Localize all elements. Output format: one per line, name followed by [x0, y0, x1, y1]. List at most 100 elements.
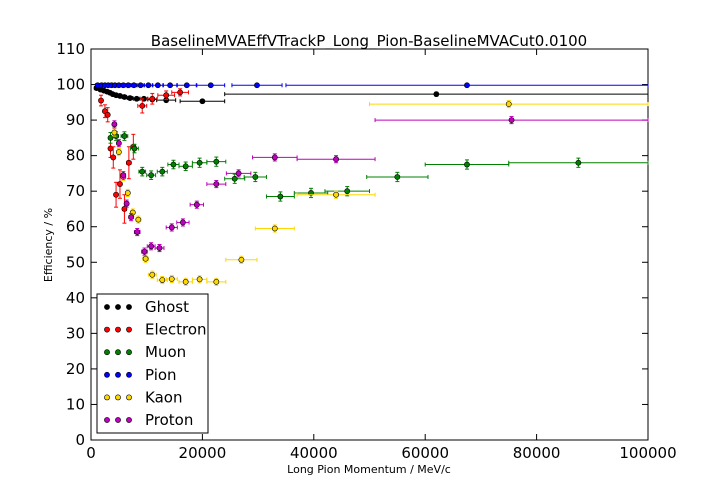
x-tick-label: 100000 [619, 444, 676, 462]
proton-point [508, 117, 515, 123]
legend-marker-ghost [126, 304, 132, 310]
kaon-point [333, 191, 339, 198]
legend-label-muon: Muon [145, 343, 186, 361]
proton-point [193, 201, 200, 208]
proton-point [235, 170, 242, 177]
series-pion [94, 82, 649, 89]
legend-marker-pion [126, 371, 132, 378]
y-tick-label: 20 [66, 360, 85, 378]
muon-point [107, 134, 114, 141]
legend-marker-proton [115, 417, 121, 423]
electron-point [104, 111, 111, 118]
legend-marker-muon [104, 349, 110, 356]
electron-point [163, 92, 170, 99]
legend-marker-muon [115, 349, 121, 356]
legend-marker-pion [115, 371, 121, 378]
kaon-point [142, 255, 149, 262]
legend-marker-ghost [115, 304, 121, 310]
y-tick-label: 60 [66, 218, 85, 236]
proton-point [141, 248, 148, 255]
muon-point [344, 188, 351, 195]
x-tick-label: 20000 [179, 444, 227, 462]
chart-title: BaselineMVAEffVTrackP_Long_Pion-Baseline… [151, 32, 587, 51]
muon-point [182, 163, 189, 170]
muon-point [148, 172, 155, 179]
axis-ticks: 0 20000 40000 60000 80000 100000 0 10 20 30 40 50 60… [56, 40, 676, 462]
x-tick-label: 0 [86, 444, 96, 462]
muon-point [121, 133, 128, 139]
kaon-point [149, 271, 156, 278]
muon-point [139, 168, 146, 175]
ghost-point [199, 98, 206, 105]
proton-point [271, 154, 278, 161]
legend-label-proton: Proton [145, 411, 193, 429]
legend-label-ghost: Ghost [145, 298, 189, 316]
pion-point [137, 82, 144, 89]
muon-point [231, 175, 238, 182]
legend-marker-electron [104, 326, 110, 333]
y-tick-label: 50 [66, 253, 85, 271]
muon-point [394, 174, 401, 180]
x-tick-label: 80000 [513, 444, 561, 462]
legend-marker-electron [115, 326, 121, 333]
legend-item-muon: Muon [104, 343, 186, 361]
y-tick-label: 70 [66, 182, 85, 200]
legend-marker-proton [104, 417, 110, 423]
kaon-point [168, 276, 175, 282]
kaon-point [135, 216, 142, 223]
kaon-point [124, 190, 131, 196]
series-electron [98, 88, 189, 224]
legend-marker-muon [126, 349, 132, 356]
electron-point [125, 159, 132, 166]
x-axis-title: Long Pion Momentum / MeV/c [287, 463, 451, 476]
legend-marker-kaon [115, 394, 121, 401]
kaon-point [182, 278, 189, 285]
muon-point [159, 168, 166, 175]
proton-point [128, 214, 135, 221]
pion-point [125, 82, 132, 89]
ghost-point [433, 91, 440, 98]
proton-point [134, 229, 141, 235]
pion-point [183, 82, 190, 89]
legend-item-kaon: Kaon [104, 388, 182, 406]
kaon-point [271, 225, 278, 232]
pion-point [207, 82, 214, 89]
pion-point [154, 82, 161, 89]
kaon-point [238, 256, 245, 263]
kaon-point [196, 276, 203, 283]
proton-point [213, 181, 220, 187]
proton-point [156, 245, 163, 251]
pion-point [464, 82, 470, 89]
y-tick-label: 30 [66, 324, 85, 342]
muon-point [131, 145, 138, 152]
proton-point [180, 219, 186, 226]
x-tick-label: 60000 [401, 444, 449, 462]
y-tick-label: 80 [66, 147, 85, 165]
legend-box [96, 293, 209, 434]
y-tick-label: 40 [66, 289, 85, 307]
proton-point [333, 156, 339, 163]
legend: Ghost Electron Muon Pion Kaon Proton [96, 293, 209, 434]
pion-point [145, 82, 152, 89]
pion-point [167, 82, 173, 89]
electron-point [113, 191, 119, 198]
pion-point [254, 82, 260, 89]
proton-point [123, 200, 130, 207]
legend-item-electron: Electron [104, 321, 207, 339]
muon-point [170, 161, 177, 168]
legend-item-ghost: Ghost [104, 298, 189, 316]
muon-point [575, 159, 582, 166]
proton-point [111, 121, 118, 128]
electron-point [139, 102, 146, 109]
kaon-point [505, 101, 512, 107]
pion-point [130, 82, 137, 89]
proton-point [148, 243, 155, 250]
legend-label-kaon: Kaon [145, 388, 182, 406]
y-axis-title: Efficiency / % [42, 208, 55, 282]
legend-marker-ghost [104, 304, 110, 310]
y-tick-label: 10 [66, 395, 85, 413]
data-series [93, 82, 649, 286]
proton-point [120, 172, 127, 179]
